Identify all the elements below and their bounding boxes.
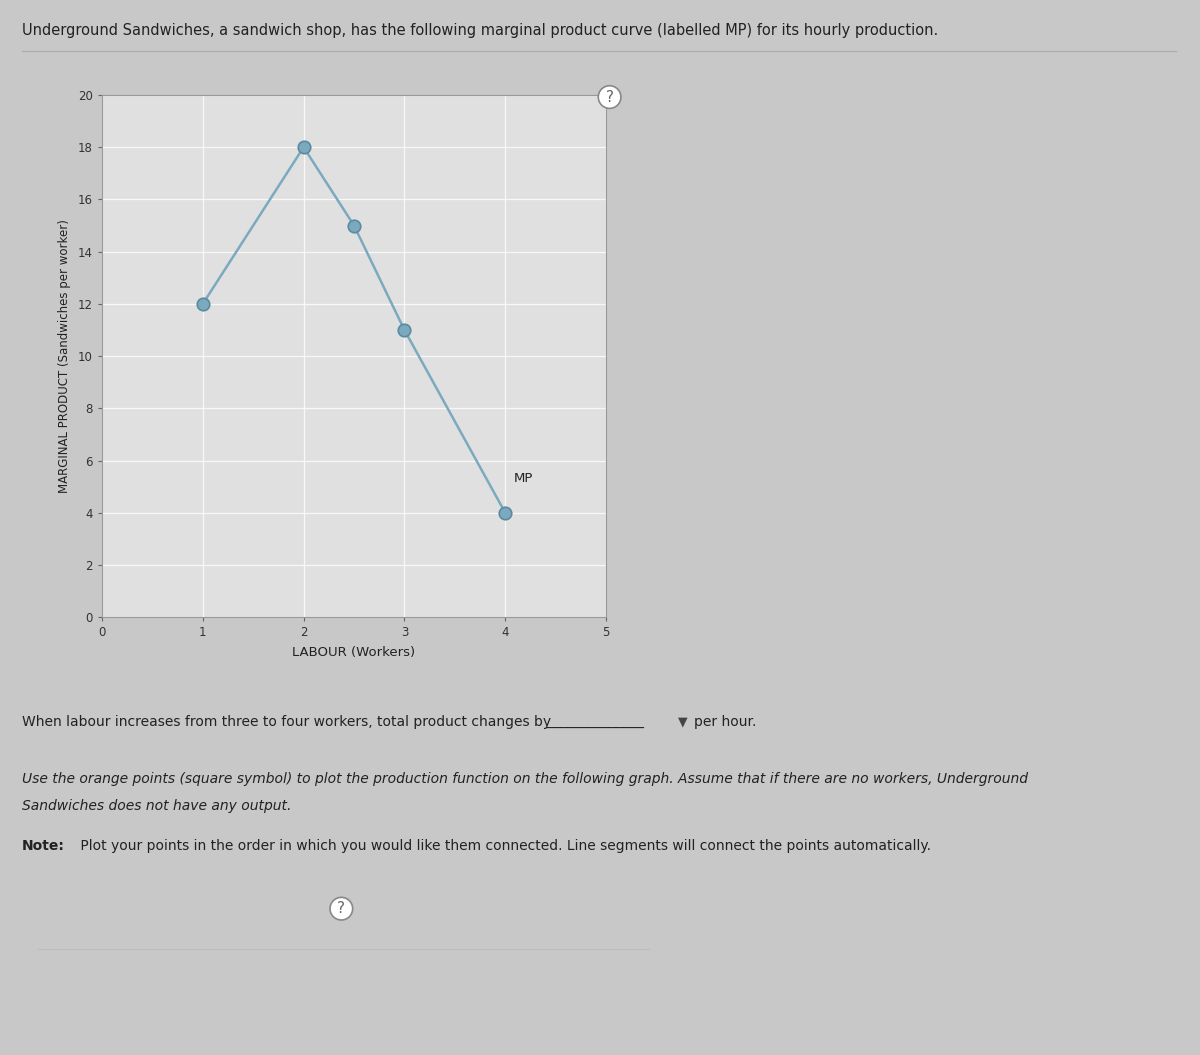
- Text: Sandwiches does not have any output.: Sandwiches does not have any output.: [22, 799, 290, 812]
- Text: per hour.: per hour.: [694, 715, 756, 729]
- Text: Note:: Note:: [22, 839, 65, 852]
- Text: ▼: ▼: [678, 715, 688, 728]
- Text: Underground Sandwiches, a sandwich shop, has the following marginal product curv: Underground Sandwiches, a sandwich shop,…: [22, 23, 938, 38]
- Text: Plot your points in the order in which you would like them connected. Line segme: Plot your points in the order in which y…: [76, 839, 931, 852]
- Y-axis label: MARGINAL PRODUCT (Sandwiches per worker): MARGINAL PRODUCT (Sandwiches per worker): [58, 219, 71, 493]
- Text: Use the orange points (square symbol) to plot the production function on the fol: Use the orange points (square symbol) to…: [22, 772, 1027, 786]
- Text: ?: ?: [337, 901, 346, 916]
- X-axis label: LABOUR (Workers): LABOUR (Workers): [293, 646, 415, 659]
- Text: When labour increases from three to four workers, total product changes by: When labour increases from three to four…: [22, 715, 551, 729]
- Text: ______________: ______________: [546, 715, 644, 729]
- Text: ?: ?: [606, 90, 613, 104]
- Text: MP: MP: [514, 473, 533, 485]
